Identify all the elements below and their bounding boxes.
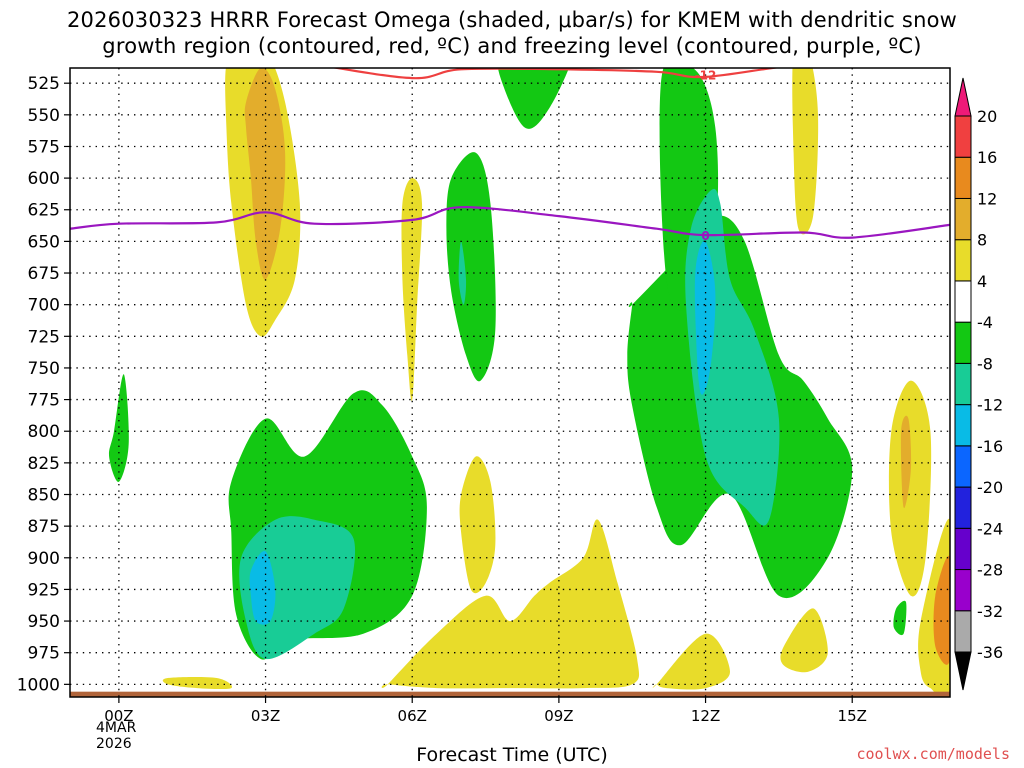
colorbar-label-8: 8: [977, 231, 987, 250]
x-tick-label-00Z: 00Z: [104, 707, 133, 725]
dgz-contour-line: [330, 68, 780, 80]
y-tick-label-850: 850: [28, 486, 60, 506]
colorbar-label--32: -32: [977, 602, 1003, 621]
omega-region-narrow-lift: [401, 178, 423, 401]
date-month: 4MAR: [96, 720, 137, 736]
omega-region-corner-sink-dot: [893, 600, 907, 636]
plot-area: -12 0: [70, 68, 950, 697]
y-tick-label-825: 825: [28, 454, 60, 474]
colorbar-band--4-to-4: [954, 280, 972, 323]
omega-region-low-sink-core: [239, 516, 356, 660]
colorbar-label--24: -24: [977, 519, 1003, 538]
source-credit: coolwx.com/models: [856, 745, 1010, 763]
colorbar-label--16: -16: [977, 437, 1003, 456]
omega-region-right-lift: [888, 380, 932, 597]
omega-region-early-surface-lift: [162, 676, 233, 690]
colorbar-band-8-to-12: [954, 197, 972, 241]
omega-region-right-lift-core: [900, 415, 912, 509]
omega-region-low-sink-core-2: [249, 551, 276, 625]
omega-region-mid-sink: [446, 152, 496, 382]
colorbar-band--32-to--28: [954, 569, 972, 612]
colorbar-label--8: -8: [977, 354, 993, 373]
omega-region-mid-sink-core: [458, 241, 467, 305]
y-tick-label-875: 875: [28, 517, 60, 537]
terrain-band: [70, 691, 950, 697]
y-tick-label-900: 900: [28, 549, 60, 569]
colorbar-band--12-to--8: [954, 362, 972, 406]
omega-region-mid-surface-lift: [652, 633, 730, 690]
y-tick-label-975: 975: [28, 644, 60, 664]
date-year: 2026: [96, 736, 132, 752]
y-tick-label-925: 925: [28, 580, 60, 600]
dgz-contour-label: -12: [695, 68, 717, 82]
colorbar-band-4-to-8: [954, 239, 972, 282]
y-tick-label-650: 650: [28, 232, 60, 252]
colorbar-label--12: -12: [977, 396, 1003, 415]
colorbar-band-12-to-16: [954, 156, 972, 199]
x-tick-label-15Z: 15Z: [838, 707, 867, 725]
colorbar-band--24-to--20: [954, 486, 972, 529]
y-tick-label-600: 600: [28, 169, 60, 189]
omega-region-early-upper-lift-core: [244, 68, 286, 280]
x-tick-label-09Z: 09Z: [544, 707, 573, 725]
plot-frame: [69, 67, 951, 698]
colorbar-band--8-to--4: [954, 321, 972, 364]
colorbar-label--4: -4: [977, 313, 993, 332]
omega-region-late-upper-lift: [792, 68, 819, 235]
y-tick-label-1000: 1000: [17, 675, 60, 695]
colorbar-band--36-to--32: [954, 610, 972, 653]
y-tick-label-550: 550: [28, 106, 60, 126]
chart-title-line-1: 2026030323 HRRR Forecast Omega (shaded, …: [66, 8, 957, 32]
colorbar-band-16-to-20: [954, 115, 972, 158]
colorbar-max-triangle: [954, 77, 972, 117]
freezing-level-line: [70, 206, 950, 239]
y-tick-label-750: 750: [28, 359, 60, 379]
omega-region-near-surface-lift: [381, 519, 640, 689]
colorbar-label-12: 12: [977, 189, 997, 208]
y-tick-label-700: 700: [28, 296, 60, 316]
start-date-label: 4MAR 2026: [96, 720, 136, 752]
colorbar-label-4: 4: [977, 272, 987, 291]
colorbar-band--28-to--24: [954, 527, 972, 571]
colorbar-band--20-to--16: [954, 445, 972, 488]
x-tick-label-03Z: 03Z: [251, 707, 280, 725]
y-tick-label-575: 575: [28, 137, 60, 157]
colorbar-label--36: -36: [977, 643, 1003, 662]
colorbar-label-20: 20: [977, 107, 997, 126]
plot-background: [70, 68, 950, 697]
y-tick-label-525: 525: [28, 74, 60, 94]
colorbar-label--20: -20: [977, 478, 1003, 497]
omega-region-far-low-lift: [780, 608, 828, 673]
x-axis-label: Forecast Time (UTC): [416, 744, 608, 766]
omega-region-lift-tower: [459, 456, 496, 594]
colorbar-label-16: 16: [977, 148, 997, 167]
chart-title-line-2: growth region (contoured, red, ºC) and f…: [102, 34, 922, 58]
y-tick-label-950: 950: [28, 612, 60, 632]
colorbar-label--28: -28: [977, 561, 1003, 580]
omega-region-corner-lift-core: [933, 555, 950, 665]
y-tick-label-775: 775: [28, 391, 60, 411]
colorbar-band--16-to--12: [954, 404, 972, 447]
y-tick-label-800: 800: [28, 422, 60, 442]
y-tick-label-625: 625: [28, 201, 60, 221]
y-tick-label-725: 725: [28, 327, 60, 347]
x-tick-label-12Z: 12Z: [691, 707, 720, 725]
omega-region-isolated-sink-small: [108, 374, 129, 482]
colorbar-min-triangle: [954, 651, 972, 691]
freezing-level-label: 0: [701, 229, 709, 243]
y-tick-label-675: 675: [28, 264, 60, 284]
x-tick-label-06Z: 06Z: [398, 707, 427, 725]
